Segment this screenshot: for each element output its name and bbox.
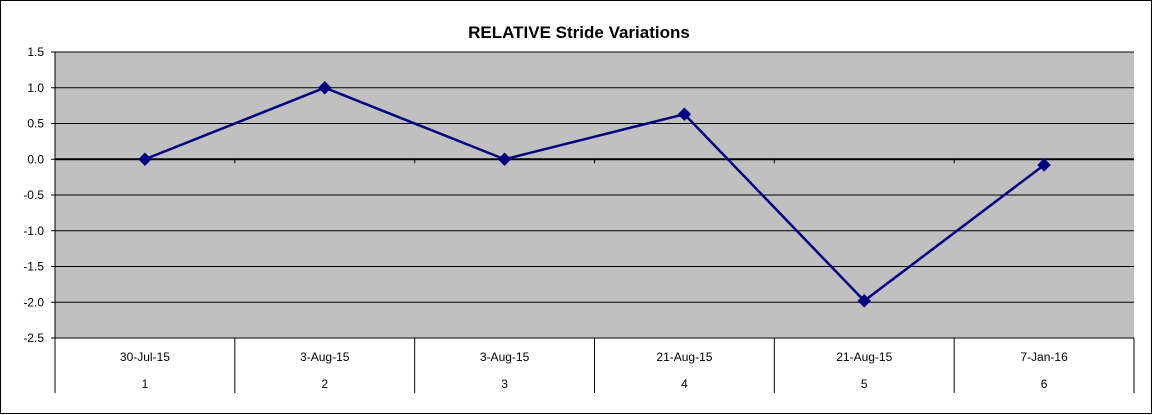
y-tick-label: -2.5	[23, 331, 44, 345]
y-tick-label: 1.5	[27, 45, 44, 59]
chart-title: RELATIVE Stride Variations	[468, 23, 690, 42]
data-point-marker	[1037, 158, 1051, 172]
x-tick-label-index: 3	[501, 377, 508, 391]
x-tick-label-index: 2	[321, 377, 328, 391]
x-tick-label-date: 3-Aug-15	[480, 350, 530, 364]
data-point-marker	[497, 152, 512, 166]
x-tick-label-index: 5	[861, 377, 868, 391]
x-tick-label-date: 21-Aug-15	[656, 350, 712, 364]
plot-area: 1.5 1.0 0.5 0.0 -0.5 -1.0 -1.5 -2.0 -2.5 30-Jul-1…	[23, 45, 1135, 393]
x-tick-label-index: 6	[1041, 377, 1048, 391]
data-point-marker	[138, 152, 152, 166]
x-tick-label-date: 3-Aug-15	[300, 350, 350, 364]
x-tick-label-date: 30-Jul-15	[120, 350, 170, 364]
y-tick-label: 0.0	[27, 152, 44, 166]
y-tick-label: 0.5	[27, 117, 44, 131]
y-tick-label: -1.0	[23, 224, 44, 238]
data-point-marker	[318, 81, 332, 95]
y-tick-label: -0.5	[23, 188, 44, 202]
x-tick-label-index: 1	[142, 377, 149, 391]
y-tick-label: -2.0	[23, 295, 44, 309]
y-tick-label: 1.0	[27, 81, 44, 95]
y-tick-label: -1.5	[23, 260, 44, 274]
data-point-marker	[677, 107, 692, 121]
x-tick-label-index: 4	[681, 377, 688, 391]
x-tick-label-date: 7-Jan-16	[1020, 350, 1068, 364]
series-line	[144, 86, 1045, 303]
x-tick-label-date: 21-Aug-15	[836, 350, 892, 364]
data-point-marker	[857, 294, 871, 308]
